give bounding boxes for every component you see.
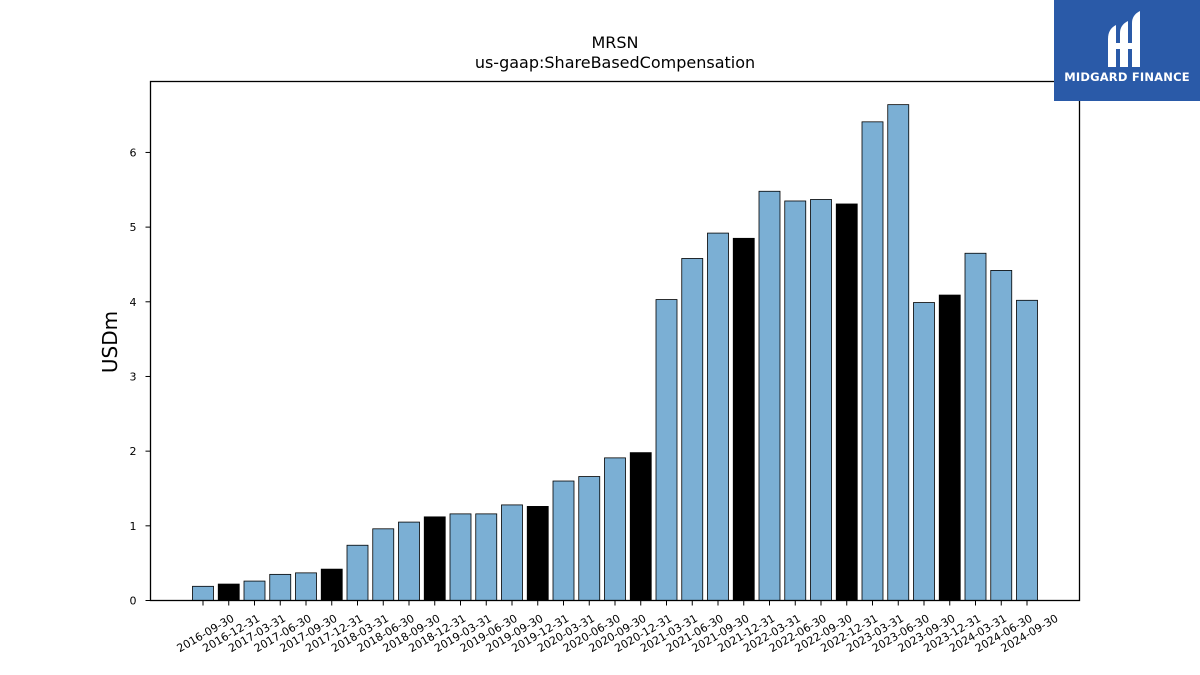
- bar-2018-03-31: [346, 544, 369, 601]
- bar-2017-03-31: [243, 580, 266, 601]
- bar-2023-09-30: [913, 302, 935, 601]
- bar-2020-09-30: [604, 457, 626, 601]
- bar-2019-06-30: [475, 513, 498, 601]
- y-axis-label: USDm: [98, 311, 122, 373]
- midgard-logo-icon: [1108, 11, 1140, 67]
- bar-2018-09-30: [398, 521, 420, 601]
- bar-2021-03-31: [655, 299, 678, 601]
- y-tick-label: 3: [130, 370, 137, 383]
- chart-subtitle: us-gaap:ShareBasedCompensation: [475, 53, 755, 72]
- bar-2019-12-31: [526, 506, 549, 601]
- logo-text: MIDGARD FINANCE: [1064, 70, 1190, 84]
- bar-2024-06-30: [990, 270, 1013, 601]
- y-tick-label: 6: [130, 146, 137, 159]
- bar-2016-09-30: [192, 585, 214, 601]
- bar-2017-06-30: [269, 573, 292, 601]
- plot-frame: [149, 80, 1081, 602]
- bar-2024-03-31: [964, 252, 987, 601]
- bar-2023-12-31: [938, 294, 961, 601]
- y-tick-label: 0: [130, 595, 137, 608]
- y-axis: 0 1 2 3 4 5 6: [130, 146, 151, 608]
- bar-2024-09-30: [1016, 299, 1038, 601]
- bar-2017-09-30: [295, 572, 317, 601]
- bar-2019-09-30: [501, 504, 523, 601]
- bar-2022-03-31: [758, 190, 781, 601]
- bar-2022-06-30: [784, 200, 807, 601]
- bar-2022-09-30: [810, 199, 832, 601]
- bar-2023-03-31: [861, 121, 884, 601]
- bar-2017-12-31: [320, 568, 343, 601]
- bar-2018-12-31: [423, 516, 446, 601]
- bar-2020-12-31: [629, 452, 652, 601]
- y-tick-label: 2: [130, 445, 137, 458]
- bar-2021-09-30: [707, 232, 729, 601]
- bar-2016-12-31: [217, 583, 240, 601]
- bar-2019-03-31: [449, 513, 472, 601]
- bar-2023-06-30: [887, 104, 910, 601]
- bar-2020-03-31: [552, 480, 575, 601]
- y-tick-label: 4: [130, 296, 137, 309]
- bar-2020-06-30: [578, 476, 601, 601]
- y-tick-label: 1: [130, 520, 137, 533]
- chart-title: MRSN: [591, 33, 638, 52]
- x-axis: 2016-09-302016-12-312017-03-312017-06-30…: [175, 600, 1061, 655]
- y-tick-label: 5: [130, 221, 137, 234]
- bar-2021-12-31: [732, 237, 755, 601]
- bar-2021-06-30: [681, 258, 704, 601]
- bar-2018-06-30: [372, 528, 395, 601]
- bar-2022-12-31: [835, 203, 858, 601]
- bars: [192, 104, 1038, 601]
- midgard-finance-logo: MIDGARD FINANCE: [1054, 0, 1200, 101]
